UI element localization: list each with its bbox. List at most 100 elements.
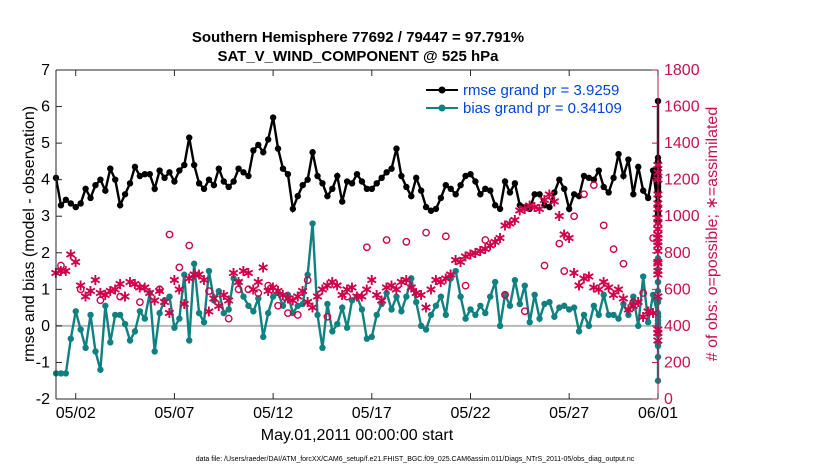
- bias-point: [255, 295, 262, 302]
- rmse-point: [112, 176, 119, 183]
- assimilated-obs-marker: ∗: [587, 278, 600, 297]
- bias-point: [210, 297, 218, 304]
- rmse-point: [72, 203, 79, 211]
- x-tick-label: 05/12: [253, 405, 293, 422]
- possible-obs-marker: [234, 285, 243, 294]
- bias-point: [541, 300, 548, 308]
- bias-point: [570, 304, 578, 311]
- rmse-point: [62, 196, 70, 203]
- rmse-point: [635, 163, 642, 171]
- bias-point: [422, 326, 430, 333]
- y-tick-label-left: 7: [41, 62, 50, 79]
- assimilated-obs-marker: ∗: [479, 239, 492, 258]
- bias-point: [195, 309, 203, 317]
- assimilated-obs-marker: ∗: [207, 288, 220, 307]
- bias-point: [551, 313, 558, 320]
- possible-obs-marker: [254, 289, 263, 297]
- rmse-point: [245, 172, 252, 180]
- rmse-point: [255, 141, 262, 149]
- rmse-point: [452, 191, 459, 198]
- assimilated-obs-marker: ∗: [449, 250, 462, 269]
- rmse-point: [417, 187, 425, 194]
- rmse-point: [161, 174, 168, 182]
- bias-point: [92, 348, 99, 355]
- bias-point: [427, 311, 435, 319]
- rmse-point: [121, 191, 129, 198]
- rmse-point: [511, 180, 519, 187]
- rmse-point: [200, 185, 208, 193]
- assimilated-obs-marker: ∗: [187, 265, 200, 284]
- bias-point: [531, 291, 538, 299]
- rmse-point: [353, 170, 361, 178]
- assimilated-obs-marker: ∗: [523, 195, 536, 214]
- rmse-point: [230, 178, 237, 185]
- possible-obs-marker: [175, 263, 184, 272]
- y-tick-label-right: 0: [664, 391, 673, 408]
- rmse-point: [107, 165, 114, 172]
- possible-obs-marker: [520, 307, 529, 316]
- rmse-point: [561, 185, 568, 193]
- rmse-point: [289, 205, 297, 213]
- assimilated-obs-marker: ∗: [577, 268, 590, 287]
- rmse-point: [590, 176, 598, 183]
- assimilated-obs-marker: ∗: [508, 210, 521, 229]
- bias-point: [437, 293, 445, 300]
- rmse-point: [304, 176, 311, 183]
- bias-point: [240, 293, 247, 300]
- rmse-point: [294, 192, 301, 200]
- rmse-point: [437, 194, 445, 202]
- legend-rmse-marker: [438, 86, 446, 94]
- series-layer: ∗∗∗∗∗∗∗∗∗∗∗∗∗∗∗∗∗∗∗∗∗∗∗∗∗∗∗∗∗∗∗∗∗∗∗∗∗∗∗∗…: [49, 97, 665, 384]
- rmse-point: [338, 198, 346, 205]
- rmse-point: [467, 170, 474, 178]
- bias-point: [521, 282, 528, 289]
- assimilated-obs-marker: ∗: [316, 279, 329, 298]
- rmse-point: [447, 185, 454, 193]
- possible-obs-marker: [560, 267, 569, 275]
- assimilated-obs-marker: ∗: [281, 288, 294, 307]
- assimilated-obs-marker: ∗: [232, 272, 245, 291]
- bias-point: [506, 302, 514, 309]
- assimilated-obs-marker: ∗: [54, 261, 67, 280]
- possible-obs-marker: [284, 309, 292, 317]
- assimilated-obs-marker: ∗: [543, 184, 556, 203]
- x-tick-label: 05/07: [154, 405, 194, 422]
- rmse-point: [314, 172, 321, 180]
- assimilated-obs-marker: ∗: [173, 279, 186, 298]
- rmse-point: [378, 174, 385, 182]
- bias-point: [625, 311, 632, 319]
- y-tick-label-right: 600: [664, 281, 691, 298]
- assimilated-obs-marker: ∗: [306, 298, 319, 317]
- rmse-point: [260, 149, 267, 156]
- y-tick-label-left: 4: [41, 172, 50, 189]
- possible-obs-marker: [185, 241, 194, 250]
- rmse-point: [565, 205, 573, 213]
- rmse-point: [171, 178, 178, 185]
- assimilated-obs-marker: ∗: [395, 272, 408, 291]
- rmse-point: [501, 178, 509, 185]
- assimilated-obs-marker: ∗: [335, 285, 348, 304]
- possible-obs-marker: [244, 285, 253, 294]
- bias-point: [329, 328, 336, 335]
- y-tick-label-right: 1000: [664, 208, 700, 225]
- assimilated-obs-marker: ∗: [113, 274, 126, 293]
- bias-point: [319, 344, 326, 352]
- assimilated-obs-marker: ∗: [503, 214, 516, 233]
- bias-point: [181, 271, 188, 278]
- bias-point: [126, 337, 134, 344]
- rmse-point: [516, 202, 524, 209]
- bias-point: [496, 322, 504, 330]
- bias-point: [501, 291, 509, 299]
- rmse-point: [195, 180, 203, 187]
- y-tick-label-left: -1: [36, 354, 50, 371]
- possible-obs-marker: [274, 301, 282, 310]
- assimilated-obs-marker: ∗: [567, 263, 580, 282]
- bias-point: [205, 267, 213, 275]
- bias-point: [590, 302, 598, 309]
- assimilated-obs-marker: ∗: [444, 265, 457, 284]
- rmse-point: [166, 169, 173, 176]
- assimilated-obs-marker: ∗: [123, 272, 136, 291]
- assimilated-obs-marker: ∗: [247, 279, 260, 298]
- possible-obs-marker: [422, 228, 430, 237]
